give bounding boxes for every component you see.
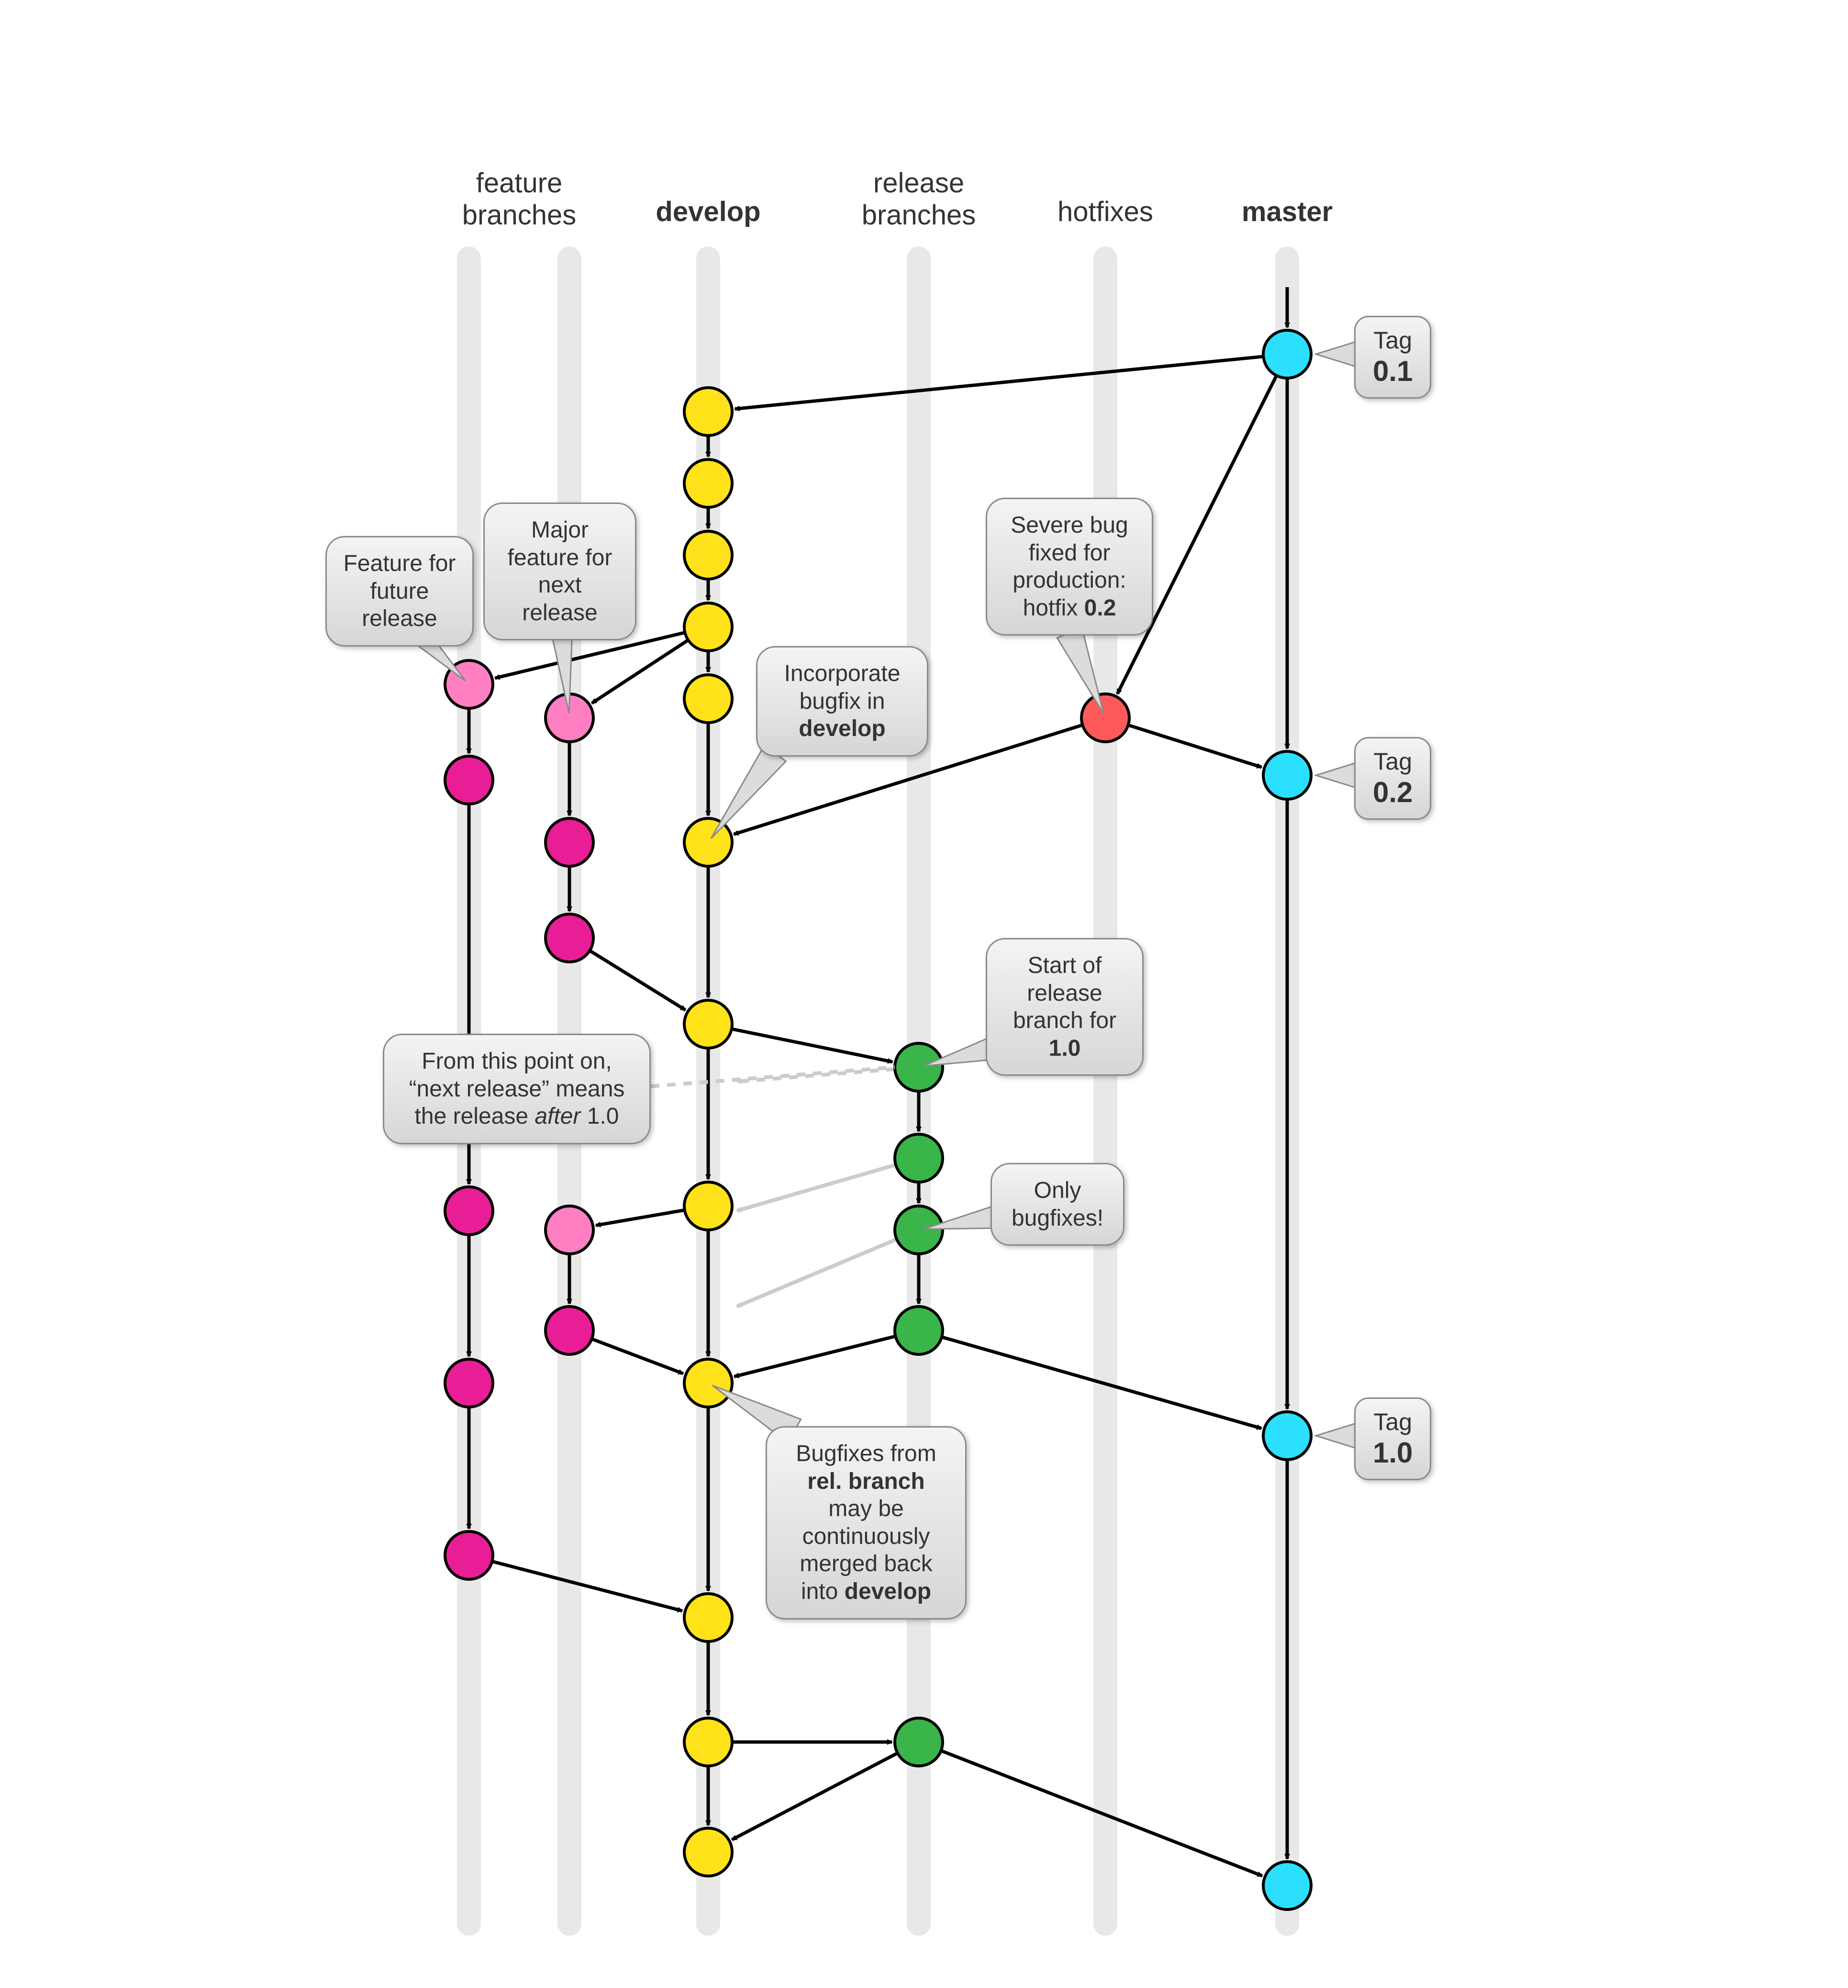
lane-label-dev: develop <box>627 196 790 228</box>
gitflow-diagram: feature branches develop release branches h… <box>0 0 1848 1988</box>
tag-0-2: Tag0.2 <box>1354 737 1431 820</box>
callout-c-future: Feature for future release <box>325 536 474 647</box>
callout-c-start: Start of release branch for 1.0 <box>986 938 1144 1076</box>
callout-c-major: Major feature for next release <box>483 503 636 640</box>
callout-c-from: From this point on, “next release” means… <box>383 1034 651 1144</box>
callout-c-bugfix: Bugfixes from rel. branch may be continu… <box>766 1426 967 1619</box>
tag-0-1: Tag0.1 <box>1354 316 1431 399</box>
tag-1-0: Tag1.0 <box>1354 1397 1431 1480</box>
callout-c-only: Only bugfixes! <box>991 1163 1124 1246</box>
lane-label-rel: release branches <box>837 168 1000 231</box>
callout-c-hot: Severe bug fixed for production: hotfix … <box>986 498 1153 636</box>
lane-label-f1: feature branches <box>438 168 601 231</box>
callout-c-incorp: Incorporate bugfix in develop <box>756 646 928 757</box>
diagram-svg <box>0 0 1848 1988</box>
lane-label-hot: hotfixes <box>1024 196 1187 228</box>
lane-label-master: master <box>1206 196 1369 228</box>
